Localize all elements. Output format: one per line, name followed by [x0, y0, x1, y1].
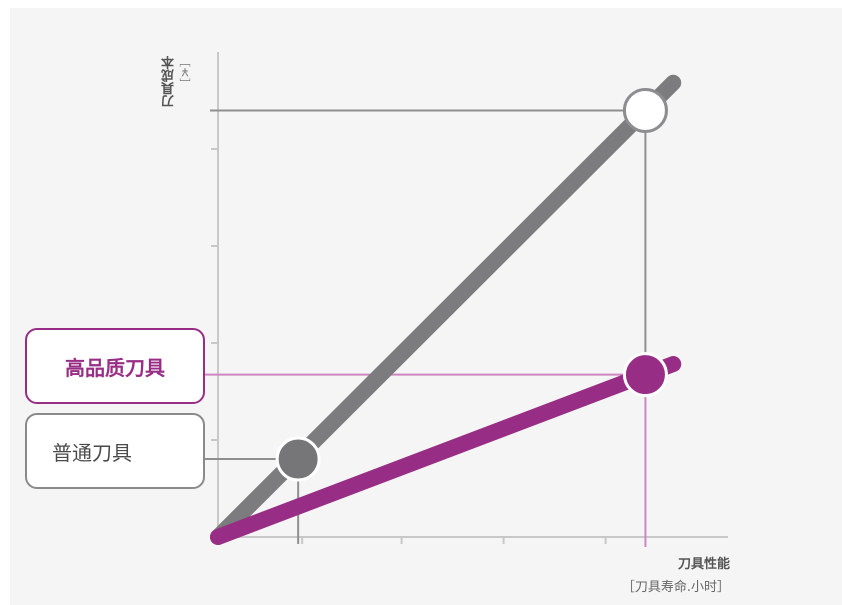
legend-standard-inner: 普通刀具: [38, 423, 192, 479]
x-axis-title: 刀具性能: [677, 557, 730, 572]
y-axis-label: 刀具成本 ［￥］: [160, 56, 210, 136]
legend-standard: 普通刀具: [25, 413, 205, 489]
legend-high-quality: 高品质刀具: [25, 328, 205, 404]
marker-high-quality: [622, 352, 668, 398]
legend-standard-label: 普通刀具: [52, 440, 132, 465]
x-axis-unit: ［刀具寿命.小时］: [621, 580, 730, 595]
legend-high-quality-label: 高品质刀具: [65, 355, 165, 380]
marker-standard-low: [275, 436, 321, 482]
chart-panel: [10, 8, 842, 605]
x-axis-label: 刀具性能 ［刀具寿命.小时］: [622, 553, 730, 595]
marker-standard-top: [622, 87, 668, 133]
y-axis-title: 刀具成本: [162, 56, 177, 108]
y-axis-unit: ［￥］: [179, 56, 192, 89]
series-line-high-quality: [210, 356, 682, 545]
